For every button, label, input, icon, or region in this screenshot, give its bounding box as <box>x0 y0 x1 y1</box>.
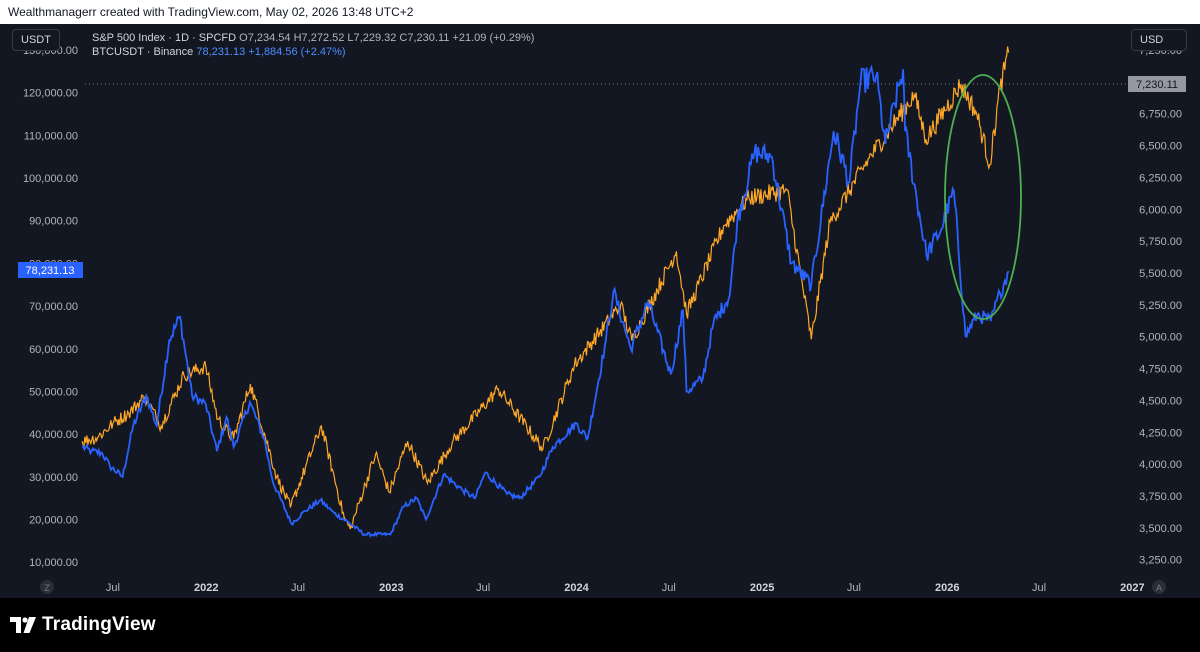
right-axis: 3,250.00 3,500.00 3,750.00 4,000.00 4,250.00… <box>1139 45 1182 567</box>
footer: TradingView <box>0 598 1200 652</box>
right-currency-label: USD <box>1140 34 1164 46</box>
left-tick-label: 20,000.00 <box>29 515 78 527</box>
left-currency-label: USDT <box>21 34 51 46</box>
left-tick-label: 120,000.00 <box>23 88 78 100</box>
attribution-text: Wealthmanagerr created with TradingView.… <box>8 5 414 19</box>
right-tick-label: 5,250.00 <box>1139 300 1182 312</box>
tradingview-logo[interactable]: TradingView <box>10 614 156 636</box>
left-axis: 10,000.00 20,000.00 30,000.00 40,000.00 50,0… <box>23 45 78 569</box>
right-tick-label: 3,750.00 <box>1139 491 1182 503</box>
attribution-bar: Wealthmanagerr created with TradingView.… <box>0 0 1200 24</box>
right-tick-label: 3,500.00 <box>1139 523 1182 535</box>
sp-last-price-text: 7,230.11 <box>1136 79 1178 91</box>
legend-row-sp500[interactable]: S&P 500 Index · 1D · SPCFD O7,234.54 H7,… <box>92 31 534 45</box>
time-tick-label: 2027 <box>1120 582 1144 594</box>
left-tick-label: 70,000.00 <box>29 301 78 313</box>
zoom-corner-button[interactable]: Z <box>40 580 54 594</box>
corner-right-text: A <box>1156 583 1162 593</box>
right-tick-label: 4,250.00 <box>1139 427 1182 439</box>
right-tick-label: 6,750.00 <box>1139 109 1182 121</box>
left-currency-button[interactable]: USDT <box>12 29 60 51</box>
price-chart[interactable]: 10,000.00 20,000.00 30,000.00 40,000.00 50,0… <box>0 24 1200 598</box>
left-tick-label: 30,000.00 <box>29 472 78 484</box>
time-tick-label: 2026 <box>935 582 959 594</box>
left-tick-label: 110,000.00 <box>24 130 78 142</box>
legend-btc-change: +1,884.56 (+2.47%) <box>248 46 346 58</box>
sp-last-price-label: 7,230.11 <box>1128 76 1186 92</box>
legend-sp-close: C7,230.11 <box>399 32 450 44</box>
chart-area[interactable]: 10,000.00 20,000.00 30,000.00 40,000.00 50,0… <box>0 24 1200 598</box>
legend-sp-open: O7,234.54 <box>239 32 291 44</box>
left-tick-label: 60,000.00 <box>29 344 78 356</box>
left-tick-label: 90,000.00 <box>29 216 78 228</box>
time-tick-label: 2022 <box>194 582 218 594</box>
time-tick-label: 2025 <box>750 582 774 594</box>
btc-last-price-label: 78,231.13 <box>18 262 83 278</box>
corner-left-text: Z <box>44 583 50 593</box>
right-tick-label: 5,500.00 <box>1139 268 1182 280</box>
btc-last-price-text: 78,231.13 <box>26 265 75 277</box>
tradingview-logo-icon <box>10 617 36 633</box>
right-tick-label: 6,500.00 <box>1139 141 1182 153</box>
left-tick-label: 100,000.00 <box>23 173 78 185</box>
right-currency-button[interactable]: USD <box>1131 29 1187 51</box>
right-tick-label: 6,000.00 <box>1139 204 1182 216</box>
legend-btc-price: 78,231.13 <box>196 46 246 58</box>
legend-sp-low: L7,229.32 <box>347 32 397 44</box>
left-tick-label: 50,000.00 <box>29 386 78 398</box>
legend-btc-title: BTCUSDT · Binance <box>92 46 194 58</box>
sp500-series-line <box>81 46 1010 530</box>
time-tick-label: 2024 <box>564 582 589 594</box>
time-tick-label: Jul <box>106 582 120 594</box>
right-tick-label: 4,000.00 <box>1139 459 1182 471</box>
auto-scale-button[interactable]: A <box>1152 580 1166 594</box>
right-tick-label: 6,250.00 <box>1139 172 1182 184</box>
time-tick-label: Jul <box>291 582 305 594</box>
legend-sp-change: +21.09 (+0.29%) <box>452 32 535 44</box>
time-axis: Jul 2022 Jul 2023 Jul 2024 Jul 2025 Jul 2026 Jul 20… <box>106 582 1145 594</box>
btcusdt-series-line <box>81 64 1010 538</box>
time-tick-label: Jul <box>847 582 861 594</box>
tradingview-logo-text: TradingView <box>42 614 156 635</box>
right-tick-label: 4,500.00 <box>1139 395 1182 407</box>
legend-sp-title: S&P 500 Index · 1D · SPCFD <box>92 32 237 44</box>
legend-row-btc[interactable]: BTCUSDT · Binance 78,231.13 +1,884.56 (+… <box>92 45 534 59</box>
time-tick-label: Jul <box>476 582 490 594</box>
right-tick-label: 5,750.00 <box>1139 236 1182 248</box>
time-tick-label: Jul <box>662 582 676 594</box>
highlight-circle <box>944 74 1022 320</box>
right-tick-label: 4,750.00 <box>1139 364 1182 376</box>
series-legend: S&P 500 Index · 1D · SPCFD O7,234.54 H7,… <box>92 31 534 59</box>
legend-sp-high: H7,272.52 <box>293 32 345 44</box>
right-tick-label: 5,000.00 <box>1139 332 1182 344</box>
left-tick-label: 40,000.00 <box>29 429 78 441</box>
right-tick-label: 3,250.00 <box>1139 555 1182 567</box>
time-tick-label: 2023 <box>379 582 403 594</box>
left-tick-label: 10,000.00 <box>29 557 78 569</box>
time-tick-label: Jul <box>1032 582 1046 594</box>
